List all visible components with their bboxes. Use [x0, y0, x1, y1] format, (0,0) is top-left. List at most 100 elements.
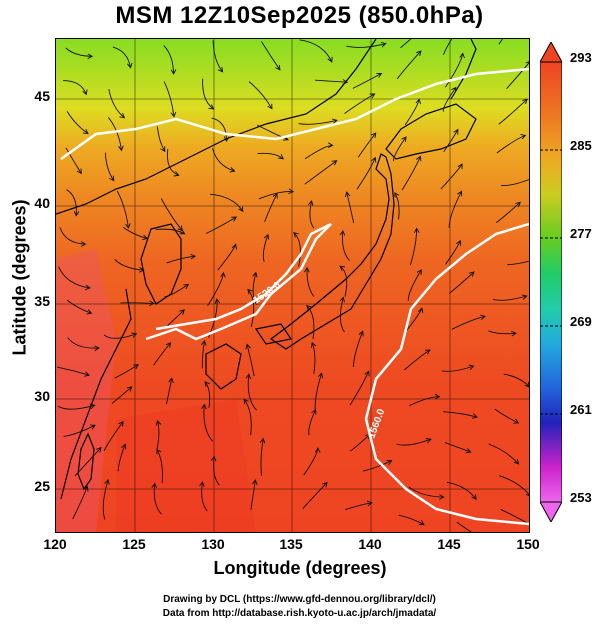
streamline [247, 374, 257, 411]
streamline [496, 135, 526, 154]
colorbar-gradient [540, 61, 562, 503]
streamline [74, 447, 102, 477]
streamline-arrowhead [125, 223, 131, 229]
streamline [444, 442, 471, 453]
shikoku-coast [255, 323, 292, 345]
streamline-arrowhead [457, 163, 463, 170]
streamline-arrowhead [457, 190, 463, 197]
streamline-arrowhead [118, 420, 124, 427]
streamline-arrowhead [327, 56, 333, 63]
streamline-arrowhead [451, 86, 457, 93]
streamline-arrowhead [416, 50, 422, 57]
streamline [211, 117, 227, 142]
honshu-coast [269, 153, 395, 350]
streamline [57, 366, 90, 376]
streamline-arrowhead [121, 443, 127, 450]
streamline-arrowhead [425, 438, 432, 444]
streamline-arrowhead [165, 342, 172, 348]
streamline [345, 502, 372, 511]
streamline [66, 111, 89, 134]
colorbar-label-293: 293 [570, 50, 592, 65]
china-coast [60, 288, 132, 500]
map-title: MSM 12Z10Sep2025 (850.0hPa) [115, 2, 484, 29]
streamline [122, 226, 148, 239]
xtick-145: 145 [437, 536, 461, 552]
streamline-arrowhead [306, 304, 312, 311]
streamline-arrowhead [525, 493, 529, 496]
streamline [349, 371, 370, 406]
wind-streamlines [57, 39, 529, 532]
streamline-arrowhead [199, 481, 205, 487]
streamline [404, 99, 420, 126]
streamline [445, 53, 464, 88]
streamline [488, 330, 516, 335]
colorbar [540, 42, 562, 522]
streamline [111, 386, 133, 404]
streamline [299, 39, 333, 63]
streamline-arrowhead [331, 118, 338, 124]
contour-1520 [145, 222, 332, 341]
streamline-arrowhead [322, 481, 328, 488]
streamline [346, 192, 355, 224]
xtick-140: 140 [358, 536, 382, 552]
streamline [103, 421, 124, 451]
streamline [309, 200, 315, 229]
x-axis-label: Longitude (degrees) [213, 558, 387, 578]
xtick-125: 125 [122, 536, 146, 552]
streamline-arrowhead [126, 386, 133, 392]
streamline-arrowhead [151, 482, 158, 489]
streamline-arrowhead [416, 269, 422, 275]
streamline [495, 201, 521, 223]
streamline-arrowhead [293, 232, 299, 238]
streamline-arrowhead [278, 154, 284, 160]
streamline-arrowhead [369, 93, 376, 99]
streamline [108, 89, 125, 119]
streamline-arrowhead [259, 437, 266, 444]
streamline-arrowhead [415, 98, 422, 105]
streamline-arrowhead [183, 283, 190, 290]
streamline [156, 126, 166, 152]
streamline-arrowhead [339, 229, 346, 236]
streamline-arrowhead [127, 62, 133, 69]
streamline [217, 244, 237, 271]
kyushu-coast [205, 343, 242, 390]
streamline [72, 486, 88, 520]
streamline-arrowhead [311, 408, 317, 415]
streamline-arrowhead [288, 188, 295, 195]
streamline [409, 228, 418, 266]
streamline [258, 191, 294, 200]
streamline [243, 399, 252, 436]
streamline [164, 284, 189, 298]
streamline-arrowhead [201, 403, 207, 410]
streamline-arrowhead [83, 485, 89, 492]
streamline-arrowhead [317, 372, 324, 379]
streamline [66, 299, 92, 314]
contour-north [60, 67, 529, 161]
streamline [492, 295, 527, 301]
streamline-arrowhead [104, 479, 110, 485]
streamline-arrowhead [314, 447, 321, 453]
streamline [498, 98, 528, 125]
streamline-arrowhead [520, 133, 527, 140]
streamline [257, 152, 284, 160]
streamline-arrowhead [170, 69, 177, 75]
streamline [203, 404, 214, 442]
streamline-arrowhead [251, 479, 258, 486]
map-plot-area: 1520.0 1560.0 [55, 38, 530, 533]
streamline [213, 456, 220, 486]
colorbar-label-261: 261 [570, 402, 592, 417]
xtick-130: 130 [201, 536, 225, 552]
credit-data: Data from http://database.rish.kyoto-u.a… [162, 608, 437, 619]
streamline-arrowhead [468, 364, 475, 371]
streamline-arrowhead [339, 296, 345, 303]
streamline [117, 444, 126, 472]
streamline [443, 411, 478, 418]
streamline [262, 234, 269, 262]
streamline [407, 269, 422, 301]
streamline [500, 508, 529, 525]
streamline-arrowhead [417, 307, 424, 314]
streamline-arrowhead [416, 155, 422, 162]
streamline-arrowhead [245, 373, 252, 380]
streamline-arrowhead [217, 66, 224, 73]
korea-coast [140, 223, 182, 305]
